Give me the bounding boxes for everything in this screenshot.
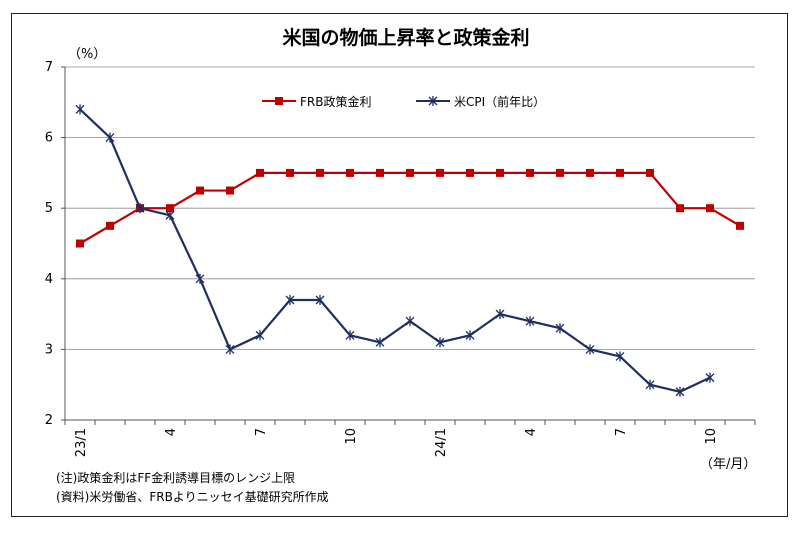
data-point: [616, 168, 624, 177]
data-point: [106, 221, 114, 230]
data-point: [406, 168, 414, 177]
data-point: [225, 344, 235, 355]
x-tick-label: 10: [704, 428, 719, 445]
legend-marker-frb: [275, 97, 283, 105]
data-point: [75, 104, 85, 115]
legend-marker-cpi: [428, 96, 438, 106]
y-tick-label: 3: [45, 342, 53, 357]
series-1: [75, 104, 715, 397]
data-point: [255, 330, 265, 341]
x-axis-unit-label: （年/月）: [700, 457, 756, 472]
data-point: [285, 294, 295, 305]
data-point: [675, 386, 685, 397]
data-point: [646, 168, 654, 177]
data-point: [736, 221, 744, 230]
x-tick-label: 4: [164, 428, 179, 436]
data-point: [525, 316, 535, 327]
y-tick-label: 5: [45, 201, 53, 216]
data-point: [585, 344, 595, 355]
data-point: [346, 168, 354, 177]
note-source: (資料)米労働省、FRBよりニッセイ基礎研究所作成: [56, 489, 329, 504]
data-point: [375, 337, 385, 348]
series-line-1: [79, 108, 711, 393]
legend: FRB政策金利 米CPI（前年比）: [262, 94, 545, 109]
x-tick-label: 24/1: [434, 428, 449, 457]
data-point: [555, 323, 565, 334]
data-point: [586, 168, 594, 177]
data-point: [466, 168, 474, 177]
x-tick-label: 7: [254, 428, 269, 436]
series: [75, 104, 744, 397]
data-point: [316, 168, 324, 177]
data-point: [195, 273, 205, 284]
data-point: [556, 168, 564, 177]
data-point: [496, 168, 504, 177]
y-axis-unit-label: （%）: [68, 47, 106, 62]
data-point: [165, 210, 175, 221]
data-point: [315, 294, 325, 305]
data-point: [645, 379, 655, 390]
data-point: [226, 186, 234, 195]
x-tick-label: 7: [614, 428, 629, 436]
data-point: [286, 168, 294, 177]
y-tick-label: 4: [45, 272, 53, 287]
data-point: [166, 204, 174, 213]
data-point: [495, 309, 505, 320]
axes: 2 3 4 5 6 7 23/1 4 7 10 24/1 4 7 10: [45, 60, 756, 457]
data-point: [76, 239, 84, 248]
x-tick-label: 4: [524, 428, 539, 436]
data-point: [705, 372, 715, 383]
gridlines: [65, 66, 755, 350]
data-point: [706, 204, 714, 213]
data-point: [435, 337, 445, 348]
legend-item-cpi: 米CPI（前年比）: [416, 94, 545, 109]
chart-title: 米国の物価上昇率と政策金利: [282, 26, 529, 49]
y-tick-label: 2: [45, 413, 53, 428]
data-point: [465, 330, 475, 341]
data-point: [256, 168, 264, 177]
data-point: [376, 168, 384, 177]
y-tick-label: 7: [45, 60, 53, 75]
y-tick-label: 6: [45, 131, 53, 146]
data-point: [135, 203, 145, 214]
chart-frame: [11, 13, 788, 517]
data-point: [196, 186, 204, 195]
note-footnote: (注)政策金利はFF金利誘導目標のレンジ上限: [56, 470, 295, 485]
data-point: [436, 168, 444, 177]
x-tick-label: 10: [344, 428, 359, 445]
x-tick-label: 23/1: [74, 428, 89, 457]
legend-label-frb: FRB政策金利: [300, 94, 371, 109]
data-point: [615, 351, 625, 362]
data-point: [526, 168, 534, 177]
legend-item-frb: FRB政策金利: [262, 94, 371, 109]
series-0: [76, 168, 744, 248]
data-point: [405, 316, 415, 327]
data-point: [676, 204, 684, 213]
data-point: [345, 330, 355, 341]
data-point: [105, 132, 115, 143]
legend-label-cpi: 米CPI（前年比）: [454, 94, 545, 109]
